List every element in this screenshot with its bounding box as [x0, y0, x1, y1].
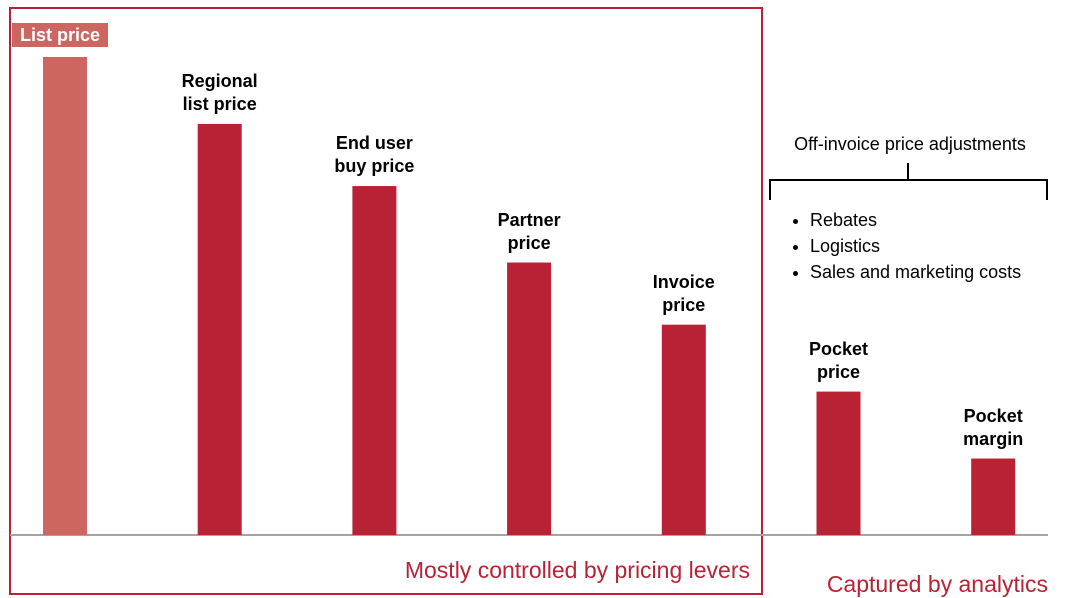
bracket-item: Sales and marketing costs: [810, 259, 1060, 285]
group-label: Mostly controlled by pricing levers: [404, 557, 750, 583]
bar: [661, 324, 706, 535]
group-label: Captured by analytics: [826, 571, 1048, 597]
bar: [816, 391, 861, 535]
bracket-item: Rebates: [810, 207, 1060, 233]
bar: [352, 186, 397, 535]
bracket: [769, 163, 1048, 200]
category-label: Regional list price: [181, 70, 258, 114]
category-label: Partner price: [497, 209, 561, 253]
category-label: Invoice price: [652, 271, 715, 315]
bracket-list: Rebates Logistics Sales and marketing co…: [790, 207, 1060, 285]
bar: [971, 458, 1016, 535]
bar: [197, 123, 242, 536]
bracket-label: Off-invoice price adjustments: [794, 134, 1026, 154]
bar: [43, 57, 87, 535]
category-label: Pocket price: [808, 338, 869, 382]
category-label: Pocket margin: [963, 405, 1024, 449]
category-label: End user buy price: [334, 133, 415, 177]
bracket-item: Logistics: [810, 233, 1060, 259]
bar: [507, 262, 552, 535]
category-label: List price: [12, 23, 109, 47]
group-box: [9, 7, 763, 595]
